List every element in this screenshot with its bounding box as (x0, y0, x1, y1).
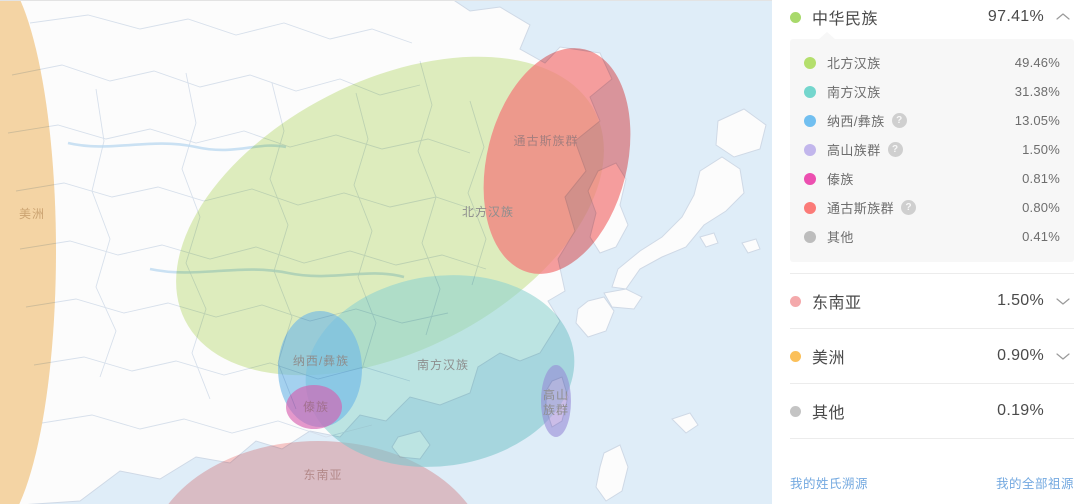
link-all-ancestry[interactable]: 我的全部祖源 (995, 477, 1074, 491)
subgroup-dot (804, 201, 816, 214)
divider (790, 438, 1074, 439)
info-question-icon[interactable]: ? (901, 200, 917, 215)
subpanel-pointer (818, 32, 836, 40)
chevron-down-icon[interactable] (1052, 290, 1074, 312)
group-row-dongnanya[interactable]: 东南亚 1.50% (790, 274, 1074, 328)
subgroup-dot (804, 85, 816, 98)
chevron-up-icon[interactable] (1052, 6, 1074, 28)
group-dot-zhonghua (790, 11, 801, 23)
subgroup-percent: 0.80% (1022, 200, 1060, 215)
subgroup-dot (804, 56, 816, 69)
subgroup-panel-zhonghua: 北方汉族 49.46% 南方汉族 31.38% 纳西/彝族 ? 13.05% 高… (790, 32, 1074, 262)
group-percent-qita: 0.19% (997, 402, 1044, 419)
subgroup-row-nanfanghanzu[interactable]: 南方汉族 31.38% (804, 77, 1060, 106)
group-dot-meizhou (790, 350, 801, 362)
group-row-zhonghua[interactable]: 中华民族 97.41% (790, 0, 1074, 34)
group-row-meizhou[interactable]: 美洲 0.90% (790, 329, 1074, 383)
blob-nanfanghanzu (305, 275, 575, 467)
chevron-placeholder (1052, 400, 1074, 422)
subgroup-percent: 49.46% (1014, 55, 1060, 70)
group-label-zhonghua: 中华民族 (812, 11, 879, 28)
subgroup-dot (804, 172, 816, 185)
divider (790, 383, 1074, 384)
subgroup-percent: 0.81% (1022, 171, 1060, 186)
subgroup-row-daizu[interactable]: 傣族 0.81% (804, 164, 1060, 193)
subgroup-dot (804, 114, 816, 127)
group-percent-dongnanya: 1.50% (997, 292, 1044, 309)
subgroup-label: 南方汉族 (827, 85, 881, 100)
ancestry-blob-overlay (0, 1, 631, 504)
subgroup-percent: 0.41% (1022, 229, 1060, 244)
subgroup-label: 纳西/彝族 (827, 114, 885, 129)
group-percent-meizhou: 0.90% (997, 347, 1044, 364)
blob-gaoshan (541, 365, 571, 437)
subgroup-label: 北方汉族 (827, 56, 881, 71)
subgroup-percent: 31.38% (1014, 84, 1060, 99)
group-dot-qita (790, 405, 801, 417)
subgroup-row-gaoshan[interactable]: 高山族群 ? 1.50% (804, 135, 1060, 164)
subgroup-dot (804, 230, 816, 243)
subgroup-row-beifanghanzu[interactable]: 北方汉族 49.46% (804, 48, 1060, 77)
info-question-icon[interactable]: ? (891, 113, 907, 128)
subgroup-dot (804, 143, 816, 156)
group-percent-zhonghua: 97.41% (987, 8, 1044, 25)
blob-tongusi (483, 48, 631, 274)
chevron-down-icon[interactable] (1052, 345, 1074, 367)
group-dot-dongnanya (790, 295, 801, 307)
subgroup-label: 傣族 (827, 172, 854, 187)
ancestry-sidebar: 中华民族 97.41% 北方汉族 49.46% 南方汉族 3 (772, 0, 1092, 504)
ancestry-map[interactable]: 美洲 通古斯族群 北方汉族 南方汉族 纳西/彝族 傣族 高山 族群 东南亚 (0, 0, 772, 504)
group-label-meizhou: 美洲 (812, 350, 846, 367)
subgroup-row-naxiyi[interactable]: 纳西/彝族 ? 13.05% (804, 106, 1060, 135)
subgroup-row-tongusi[interactable]: 通古斯族群 ? 0.80% (804, 193, 1060, 222)
group-row-qita[interactable]: 其他 0.19% (790, 384, 1074, 438)
divider (790, 328, 1074, 329)
subgroup-label: 通古斯族群 (827, 201, 895, 216)
blob-daizu (286, 385, 342, 429)
footer-links: 我的姓氏溯源 我的全部祖源 (790, 473, 1074, 492)
subgroup-row-qita[interactable]: 其他 0.41% (804, 222, 1060, 251)
group-label-dongnanya: 东南亚 (812, 295, 862, 312)
link-surname-origin[interactable]: 我的姓氏溯源 (790, 477, 869, 491)
divider (790, 273, 1074, 274)
subgroup-percent: 1.50% (1022, 142, 1060, 157)
group-label-qita: 其他 (812, 405, 846, 422)
info-question-icon[interactable]: ? (887, 142, 903, 157)
subgroup-percent: 13.05% (1014, 113, 1060, 128)
subgroup-label: 其他 (827, 230, 854, 245)
blob-meizhou (0, 1, 56, 504)
subgroup-label: 高山族群 (827, 143, 881, 158)
